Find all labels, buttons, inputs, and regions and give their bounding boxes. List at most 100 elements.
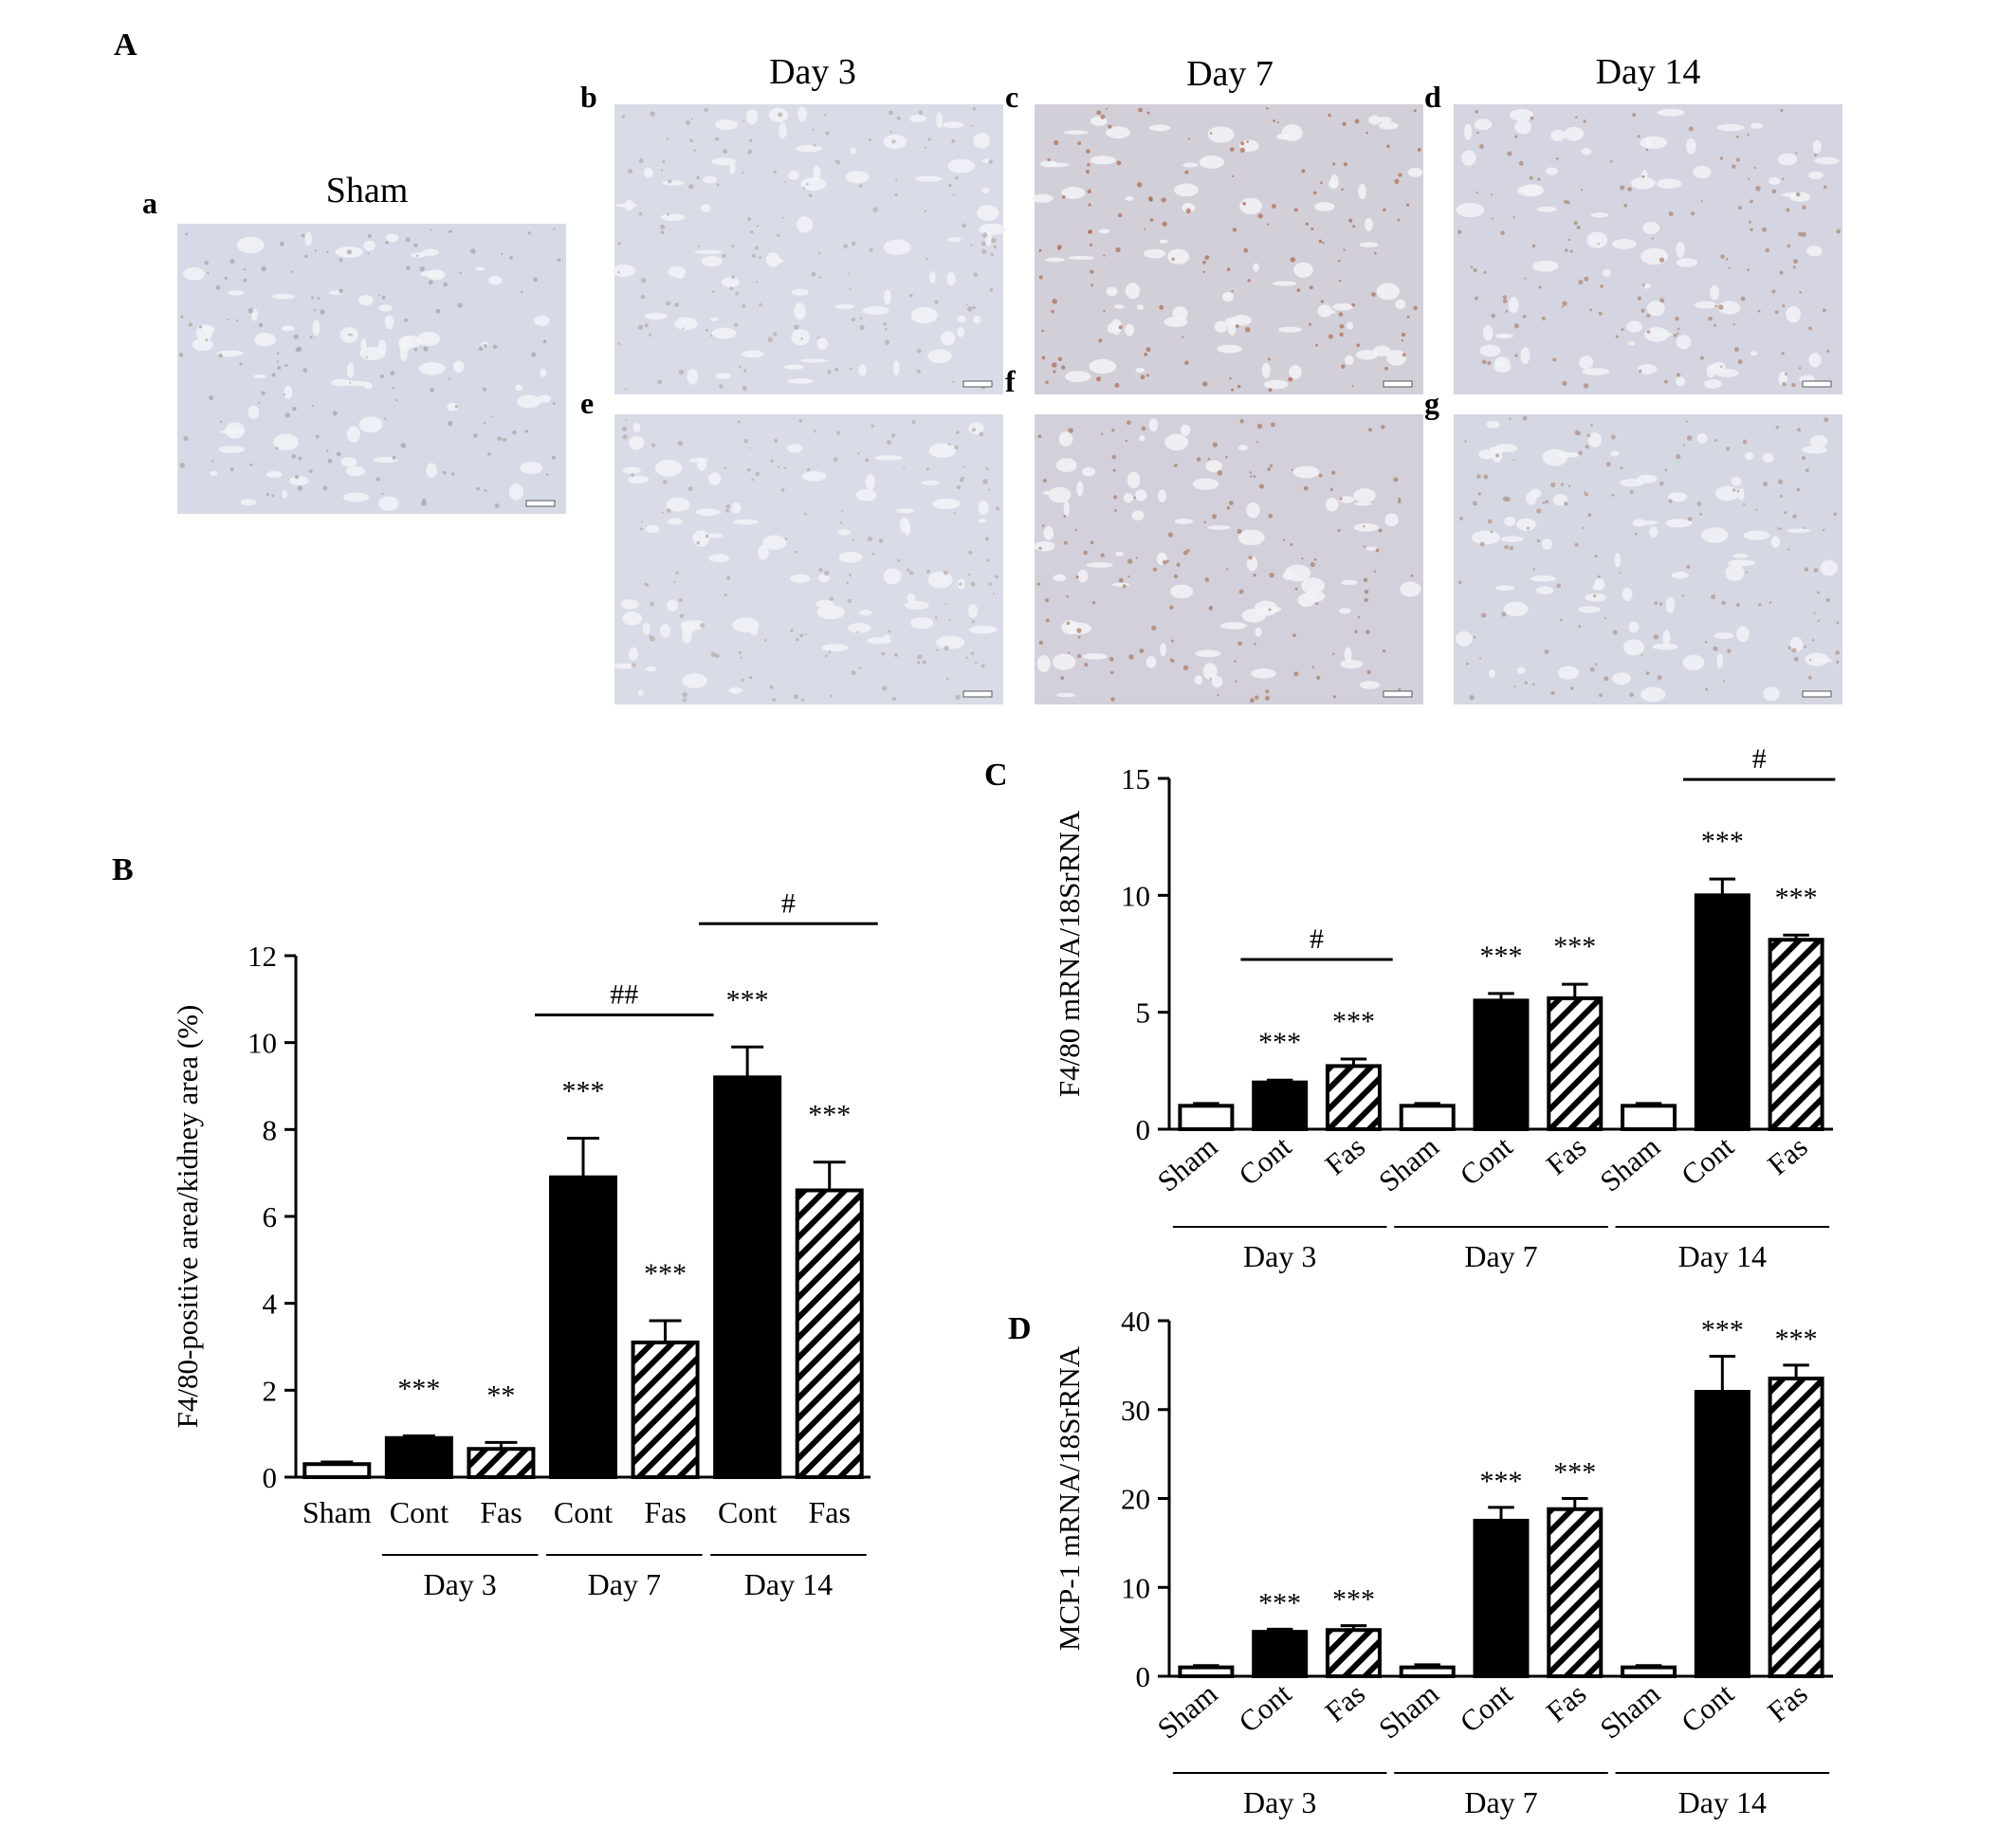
stain-dot: [1320, 181, 1323, 185]
significance-label: ***: [1701, 826, 1744, 857]
stain-dot: [1629, 692, 1634, 697]
stain-dot: [916, 348, 922, 354]
stain-dot: [804, 512, 807, 516]
stain-dot: [1268, 513, 1274, 519]
stain-dot: [1212, 514, 1218, 520]
stain-dot: [1171, 257, 1175, 261]
stain-dot: [1740, 296, 1746, 301]
tubule-lumen: [1642, 221, 1660, 234]
stain-dot: [1208, 606, 1214, 611]
stain-dot: [1047, 158, 1051, 162]
tubule-lumen: [420, 270, 442, 277]
tubule-lumen: [1716, 652, 1723, 668]
stain-dot: [1531, 683, 1535, 686]
tubule-lumen: [210, 471, 218, 476]
stain-dot: [1149, 218, 1154, 222]
y-tick-label: 10: [1121, 1571, 1150, 1604]
tubule-lumen: [1293, 262, 1313, 278]
stain-dot: [1091, 601, 1096, 605]
micrograph-e: [613, 414, 1003, 704]
stain-dot: [492, 344, 498, 349]
stain-dot: [545, 473, 549, 476]
stain-dot: [793, 694, 798, 700]
stain-dot: [1749, 199, 1753, 204]
stain-dot: [1111, 429, 1115, 432]
tubule-lumen: [378, 496, 399, 511]
stain-dot: [457, 302, 463, 308]
stain-dot: [291, 270, 294, 273]
stain-dot: [1209, 677, 1212, 680]
stain-dot: [1537, 177, 1541, 181]
stain-dot: [705, 534, 709, 539]
tubule-lumen: [845, 171, 870, 184]
stain-dot: [709, 334, 713, 338]
tubule-lumen: [1777, 153, 1798, 166]
stain-dot: [381, 492, 384, 496]
stain-dot: [1243, 247, 1249, 253]
stain-dot: [856, 630, 859, 633]
stain-dot: [367, 233, 372, 238]
stain-dot: [205, 338, 209, 341]
stain-dot: [1176, 562, 1181, 567]
stain-dot: [1268, 388, 1273, 393]
stain-dot: [1152, 567, 1158, 572]
stain-dot: [1646, 314, 1651, 318]
stain-dot: [1538, 285, 1542, 289]
stain-dot: [973, 272, 979, 278]
stain-dot: [1513, 685, 1516, 688]
tubule-lumen: [1463, 123, 1473, 140]
stain-dot: [1774, 310, 1779, 315]
stain-dot: [1354, 630, 1358, 633]
stain-dot: [979, 431, 984, 437]
x-tick-label: Cont: [390, 1495, 449, 1529]
stain-dot: [1364, 589, 1369, 594]
stain-dot: [1536, 508, 1542, 514]
stain-dot: [631, 663, 636, 668]
tubule-lumen: [1148, 124, 1171, 132]
stain-dot: [1732, 164, 1736, 169]
stain-dot: [1541, 316, 1546, 320]
stain-dot: [988, 488, 991, 491]
stain-dot: [667, 212, 670, 216]
tubule-lumen: [1086, 562, 1113, 568]
y-tick-label: 30: [1121, 1394, 1150, 1427]
stain-dot: [1090, 540, 1094, 545]
tubule-lumen: [1564, 126, 1585, 141]
stain-dot: [1745, 571, 1748, 574]
stain-dot: [852, 539, 854, 542]
stain-dot: [799, 633, 804, 638]
stain-dot: [261, 391, 266, 395]
stain-dot: [1045, 618, 1050, 623]
stain-dot: [1337, 528, 1341, 532]
stain-dot: [1765, 247, 1770, 253]
tubule-lumen: [1378, 116, 1392, 123]
tubule-lumen: [746, 109, 759, 125]
stain-dot: [952, 380, 955, 383]
stain-dot: [742, 303, 746, 308]
micrograph-grid: [177, 104, 1842, 704]
stain-dot: [1487, 519, 1493, 524]
significance-label: ***: [1775, 1324, 1818, 1355]
stain-dot: [1825, 597, 1831, 603]
tubule-lumen: [1592, 583, 1603, 591]
tubule-lumen: [622, 466, 641, 474]
bar: [1768, 938, 1824, 1132]
stain-dot: [956, 484, 962, 490]
tubule-lumen: [1644, 137, 1653, 146]
stain-dot: [637, 324, 644, 331]
y-axis-label: F4/80 mRNA/18SrRNA: [1053, 810, 1086, 1097]
stain-dot: [1351, 385, 1354, 388]
stain-dot: [1351, 302, 1356, 307]
stain-dot: [1719, 156, 1724, 160]
stain-dot: [1339, 323, 1345, 329]
stain-dot: [1332, 695, 1336, 699]
stain-dot: [621, 115, 626, 119]
tubule-lumen: [642, 622, 651, 635]
tubule-lumen: [346, 362, 355, 379]
x-tick-label: Fas: [480, 1495, 522, 1529]
stain-dot: [1822, 528, 1825, 532]
tubule-lumen: [622, 612, 643, 626]
tubule-lumen: [1221, 291, 1235, 302]
stain-dot: [415, 254, 419, 257]
tubule-lumen: [1530, 576, 1557, 582]
